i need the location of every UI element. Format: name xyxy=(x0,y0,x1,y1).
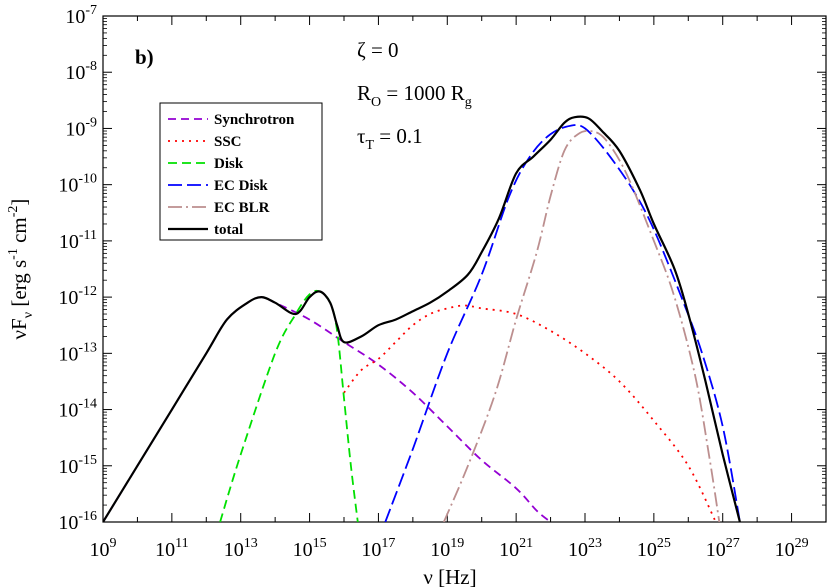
plot-frame xyxy=(102,15,827,523)
legend-box xyxy=(159,102,323,241)
legend-label-total: total xyxy=(214,222,243,238)
legend-label-synchrotron: Synchrotron xyxy=(214,112,295,128)
annotation-radius-symbol: R xyxy=(357,81,371,105)
series-line-ec-disk xyxy=(384,124,741,522)
y-tick-label: 10-9 xyxy=(65,115,97,140)
x-tick-label: 1025 xyxy=(637,536,671,561)
y-label-unit-mid: cm xyxy=(7,217,31,248)
annotation-radius-value: = 1000 R xyxy=(381,81,465,105)
annotation-radius-sub: O xyxy=(371,95,381,110)
annotation-zeta: ζ = 0 xyxy=(357,38,399,62)
x-tick-label: 1019 xyxy=(430,536,464,561)
y-tick-label: 10-10 xyxy=(58,172,97,197)
series-line-total xyxy=(103,115,741,522)
legend-label-ec-disk: EC Disk xyxy=(214,178,268,194)
panel-label: b) xyxy=(135,45,154,69)
legend: Synchrotron SSC Disk EC Disk EC BLR total xyxy=(159,102,323,241)
annotation-tau: τT = 0.1 xyxy=(357,124,423,153)
annotation-tau-value: = 0.1 xyxy=(374,124,423,148)
legend-label-ssc: SSC xyxy=(214,134,242,150)
series-group xyxy=(103,115,741,522)
axis-ticks: 109 1011 1013 1015 1017 1019 1021 1023 1025 1027 1… xyxy=(58,3,827,561)
annotation-radius-sub2: g xyxy=(465,95,472,110)
x-tick-label: 1029 xyxy=(775,536,809,561)
y-tick-label: 10-8 xyxy=(65,59,97,84)
x-tick-label: 1023 xyxy=(568,536,602,561)
y-tick-label: 10-16 xyxy=(58,509,97,534)
x-tick-label: 1015 xyxy=(293,536,327,561)
x-tick-label: 1017 xyxy=(361,536,395,561)
y-tick-label: 10-12 xyxy=(58,284,97,309)
series-line-ssc xyxy=(343,304,717,522)
y-tick-label: 10-14 xyxy=(58,397,97,422)
y-label-unit-open: [erg s xyxy=(7,260,31,312)
annotation-radius: RO = 1000 Rg xyxy=(357,81,472,110)
series-line-synchrotron xyxy=(103,296,552,522)
legend-label-disk: Disk xyxy=(214,156,244,172)
y-label-exp2: -2 xyxy=(6,206,21,218)
annotation-tau-sub: T xyxy=(365,138,374,153)
x-axis-label: ν [Hz] xyxy=(423,565,476,588)
series-line-ec-blr xyxy=(442,129,721,522)
x-tick-label: 1021 xyxy=(499,536,533,561)
x-tick-label: 1027 xyxy=(706,536,740,561)
y-tick-label: 10-15 xyxy=(58,453,97,478)
annotation-tau-symbol: τ xyxy=(357,124,365,148)
x-tick-label: 109 xyxy=(90,536,117,561)
y-tick-label: 10-7 xyxy=(65,3,97,28)
y-label-unit-close: ] xyxy=(7,199,31,206)
y-tick-label: 10-13 xyxy=(58,340,97,365)
y-label-sub: ν xyxy=(21,312,36,318)
y-axis-label: νFν [erg s-1 cm-2] xyxy=(6,199,36,340)
y-label-exp1: -1 xyxy=(6,248,21,260)
x-tick-label: 1011 xyxy=(155,536,188,561)
y-label-prefix: νF xyxy=(7,318,31,339)
x-tick-label: 1013 xyxy=(224,536,258,561)
y-tick-label: 10-11 xyxy=(59,228,97,253)
legend-label-ec-blr: EC BLR xyxy=(214,200,270,216)
